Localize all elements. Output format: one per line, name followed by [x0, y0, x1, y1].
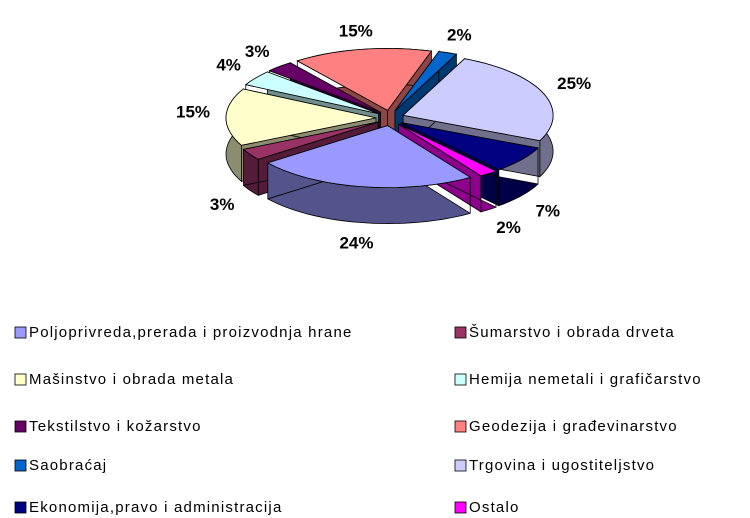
slice	[402, 58, 554, 142]
legend-label: Tekstilstvo i kožarstvo	[29, 418, 202, 435]
legend-swatch	[14, 373, 27, 386]
data-label: 3%	[245, 42, 270, 61]
data-label: 15%	[339, 21, 373, 40]
legend-label: Ostalo	[469, 499, 520, 516]
slice	[242, 121, 379, 160]
legend-label: Hemija nemetali i grafičarstvo	[469, 371, 702, 388]
data-label: 4%	[216, 56, 241, 75]
slice	[401, 122, 539, 171]
slice	[225, 88, 377, 146]
legend-swatch	[14, 501, 27, 514]
legend-swatch	[454, 459, 467, 472]
slice	[394, 51, 458, 112]
legend-swatch	[14, 326, 27, 339]
slice	[268, 62, 381, 113]
data-label: 3%	[210, 195, 235, 214]
legend-label: Poljoprivreda,prerada i proizvodnja hran…	[29, 324, 353, 341]
legend-label: Geodezija i građevinarstvo	[469, 418, 678, 435]
legend-label: Trgovina i ugostiteljstvo	[469, 457, 655, 474]
legend-label: Mašinstvo i obrada metala	[29, 371, 234, 388]
data-label: 2%	[496, 218, 521, 237]
slice	[398, 123, 498, 177]
slice	[244, 71, 379, 114]
legend-swatch	[14, 420, 27, 433]
data-label: 7%	[535, 201, 560, 220]
legend-swatch	[454, 420, 467, 433]
legend-swatch	[454, 501, 467, 514]
data-label: 15%	[176, 102, 210, 121]
data-label: 24%	[339, 234, 373, 253]
data-label: 25%	[557, 74, 591, 93]
legend-swatch	[454, 326, 467, 339]
legend-swatch	[14, 459, 27, 472]
slice	[266, 125, 472, 189]
slice	[296, 47, 433, 111]
legend-label: Ekonomija,pravo i administracija	[29, 499, 283, 516]
data-label: 2%	[447, 25, 472, 44]
legend-label: Šumarstvo i obrada drveta	[469, 324, 675, 341]
legend-label: Saobraćaj	[29, 457, 107, 474]
legend-swatch	[454, 373, 467, 386]
